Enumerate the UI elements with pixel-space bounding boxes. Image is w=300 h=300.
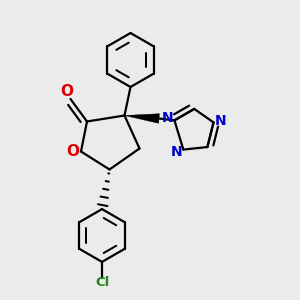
Text: O: O <box>60 84 74 99</box>
Polygon shape <box>124 114 159 123</box>
Text: Cl: Cl <box>95 276 109 290</box>
Text: N: N <box>171 145 183 159</box>
Text: N: N <box>162 111 174 125</box>
Text: O: O <box>66 144 79 159</box>
Text: N: N <box>215 114 227 128</box>
